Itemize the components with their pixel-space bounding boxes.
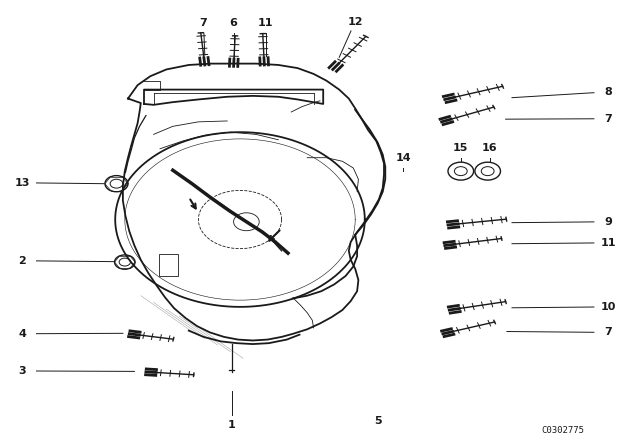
Text: 3: 3 bbox=[19, 366, 26, 376]
Text: 5: 5 bbox=[374, 416, 381, 426]
Text: 6: 6 bbox=[230, 18, 237, 28]
Text: 4: 4 bbox=[19, 329, 26, 339]
Text: 10: 10 bbox=[600, 302, 616, 312]
Text: 11: 11 bbox=[600, 238, 616, 248]
Text: 8: 8 bbox=[604, 87, 612, 97]
Text: 7: 7 bbox=[200, 18, 207, 28]
Text: 14: 14 bbox=[396, 153, 411, 163]
Text: 11: 11 bbox=[258, 18, 273, 28]
Text: 15: 15 bbox=[453, 143, 468, 153]
Text: 9: 9 bbox=[604, 217, 612, 227]
Text: 1: 1 bbox=[228, 420, 236, 430]
Text: 7: 7 bbox=[604, 114, 612, 124]
Text: 7: 7 bbox=[604, 327, 612, 337]
Text: 13: 13 bbox=[15, 178, 30, 188]
Text: 2: 2 bbox=[19, 256, 26, 266]
Text: C0302775: C0302775 bbox=[541, 426, 585, 435]
Text: 12: 12 bbox=[348, 17, 363, 26]
Text: 16: 16 bbox=[482, 143, 497, 153]
